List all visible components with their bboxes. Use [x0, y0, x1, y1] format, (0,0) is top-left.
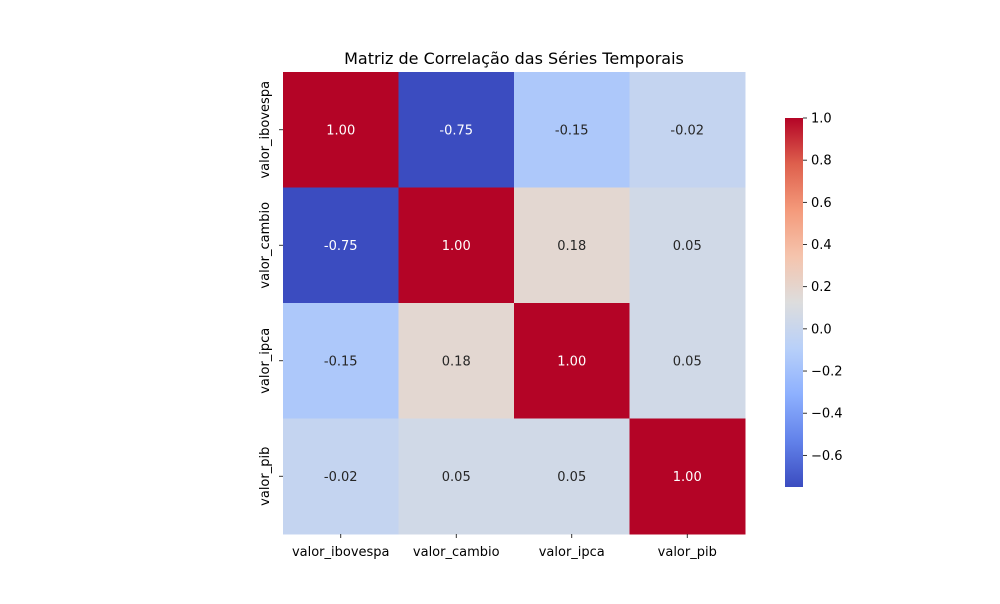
row-label: valor_cambio	[258, 202, 273, 289]
heatmap-cells: 1.00 -0.75 -0.15 -0.02 -0.75 1.00 0.18 0.05 -0.1…	[283, 72, 746, 535]
colorbar-tick-label: −0.6	[811, 449, 843, 464]
row-labels: valor_ibovespa valor_cambio valor_ipcavalo…	[258, 81, 283, 506]
cell-value-label: 0.05	[673, 239, 702, 254]
colorbar-tick-label: 1.0	[811, 112, 832, 127]
cell-value-label: 0.05	[442, 470, 471, 485]
heatmap-cell	[514, 303, 630, 419]
heatmap-cell	[629, 303, 746, 419]
cell-value-label: 1.00	[557, 354, 586, 369]
cell-value-label: 0.18	[557, 239, 586, 254]
cell-value-label: -0.02	[324, 470, 358, 485]
column-label: valor_ipca	[539, 545, 605, 560]
heatmap-cell	[398, 72, 515, 188]
cell-value-label: 1.00	[326, 123, 355, 138]
cell-value-label: -0.02	[670, 123, 704, 138]
colorbar: −0.6 −0.4 −0.2 0.0 0.2 0.4 0.6 0.8 1.0	[785, 112, 843, 487]
colorbar-tick-label: 0.8	[811, 154, 832, 169]
heatmap-cell	[283, 303, 399, 419]
cell-value-label: -0.15	[555, 123, 589, 138]
heatmap-cell	[514, 72, 630, 188]
cell-value-label: 1.00	[673, 470, 702, 485]
cell-value-label: -0.75	[324, 239, 358, 254]
heatmap-cell	[398, 303, 515, 419]
cell-value-label: -0.15	[324, 354, 358, 369]
column-label: valor_pib	[658, 545, 717, 560]
cell-value-label: 0.05	[557, 470, 586, 485]
colorbar-tick-label: 0.4	[811, 238, 832, 253]
heatmap-cell	[283, 418, 399, 535]
heatmap-cell	[514, 418, 630, 535]
column-label: valor_cambio	[413, 545, 500, 560]
colorbar-tick-label: −0.4	[811, 407, 843, 422]
heatmap-cell	[629, 187, 746, 304]
chart-title: Matriz de Correlação das Séries Temporai…	[344, 49, 684, 68]
column-labels: valor_ibovespa valor_cambio valor_ipca valo…	[292, 534, 717, 560]
row-label: valor_ipca	[258, 328, 273, 394]
colorbar-tick-label: −0.2	[811, 365, 843, 380]
cell-value-label: 0.05	[673, 354, 702, 369]
heatmap-cell	[514, 187, 630, 304]
row-label: valor_ibovespa	[258, 81, 273, 179]
colorbar-tick-label: 0.6	[811, 196, 832, 211]
heatmap-cell	[629, 418, 746, 535]
column-label: valor_ibovespa	[292, 545, 390, 560]
colorbar-tick-label: 0.2	[811, 280, 832, 295]
heatmap-cell	[398, 187, 515, 304]
cell-value-label: -0.75	[439, 123, 473, 138]
colorbar-gradient	[785, 118, 803, 487]
row-label: valor_pib	[258, 447, 273, 506]
colorbar-tick-label: 0.0	[811, 322, 832, 337]
heatmap-cell	[283, 72, 399, 188]
heatmap-cell	[398, 418, 515, 535]
cell-value-label: 0.18	[442, 354, 471, 369]
cell-value-label: 1.00	[442, 239, 471, 254]
heatmap-cell	[283, 187, 399, 304]
heatmap-cell	[629, 72, 746, 188]
